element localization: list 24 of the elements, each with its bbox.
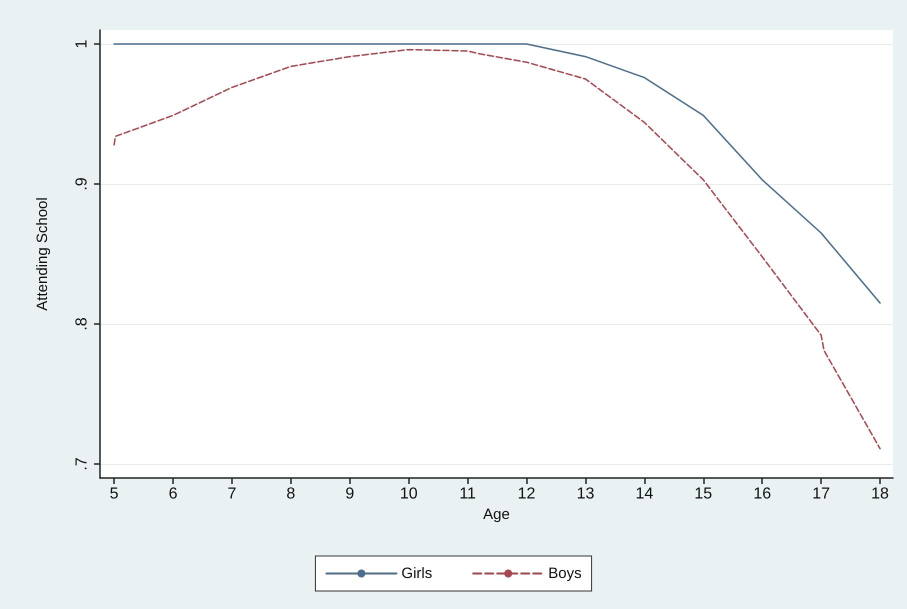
y-tick-label: .9	[74, 177, 90, 191]
line-series	[113, 48, 881, 450]
y-tick-label: .7	[74, 457, 90, 471]
x-tick-label: 18	[871, 486, 890, 502]
x-tick-label: 6	[168, 486, 178, 502]
x-tick-label: 10	[400, 486, 418, 502]
x-tick-label: 9	[345, 486, 354, 502]
x-tick-label: 14	[635, 486, 654, 502]
legend-label: Girls	[401, 565, 432, 582]
legend-label: Boys	[548, 565, 582, 582]
x-tick-label: 16	[753, 486, 772, 502]
x-tick-label: 15	[694, 486, 712, 502]
x-tick-label: 11	[459, 486, 476, 502]
x-tick-label: 12	[518, 486, 536, 502]
y-tick-label: .8	[74, 317, 90, 331]
x-axis-title: Age	[483, 506, 510, 523]
y-axis-title: Attending School	[34, 197, 51, 311]
line-series	[113, 43, 881, 304]
x-tick-label: 5	[110, 486, 119, 502]
x-tick-label: 8	[286, 486, 296, 502]
x-tick-label: 13	[576, 486, 594, 502]
x-tick-label: 17	[812, 486, 830, 502]
x-tick-label: 7	[228, 486, 237, 502]
y-tick-label: 1	[74, 39, 90, 48]
